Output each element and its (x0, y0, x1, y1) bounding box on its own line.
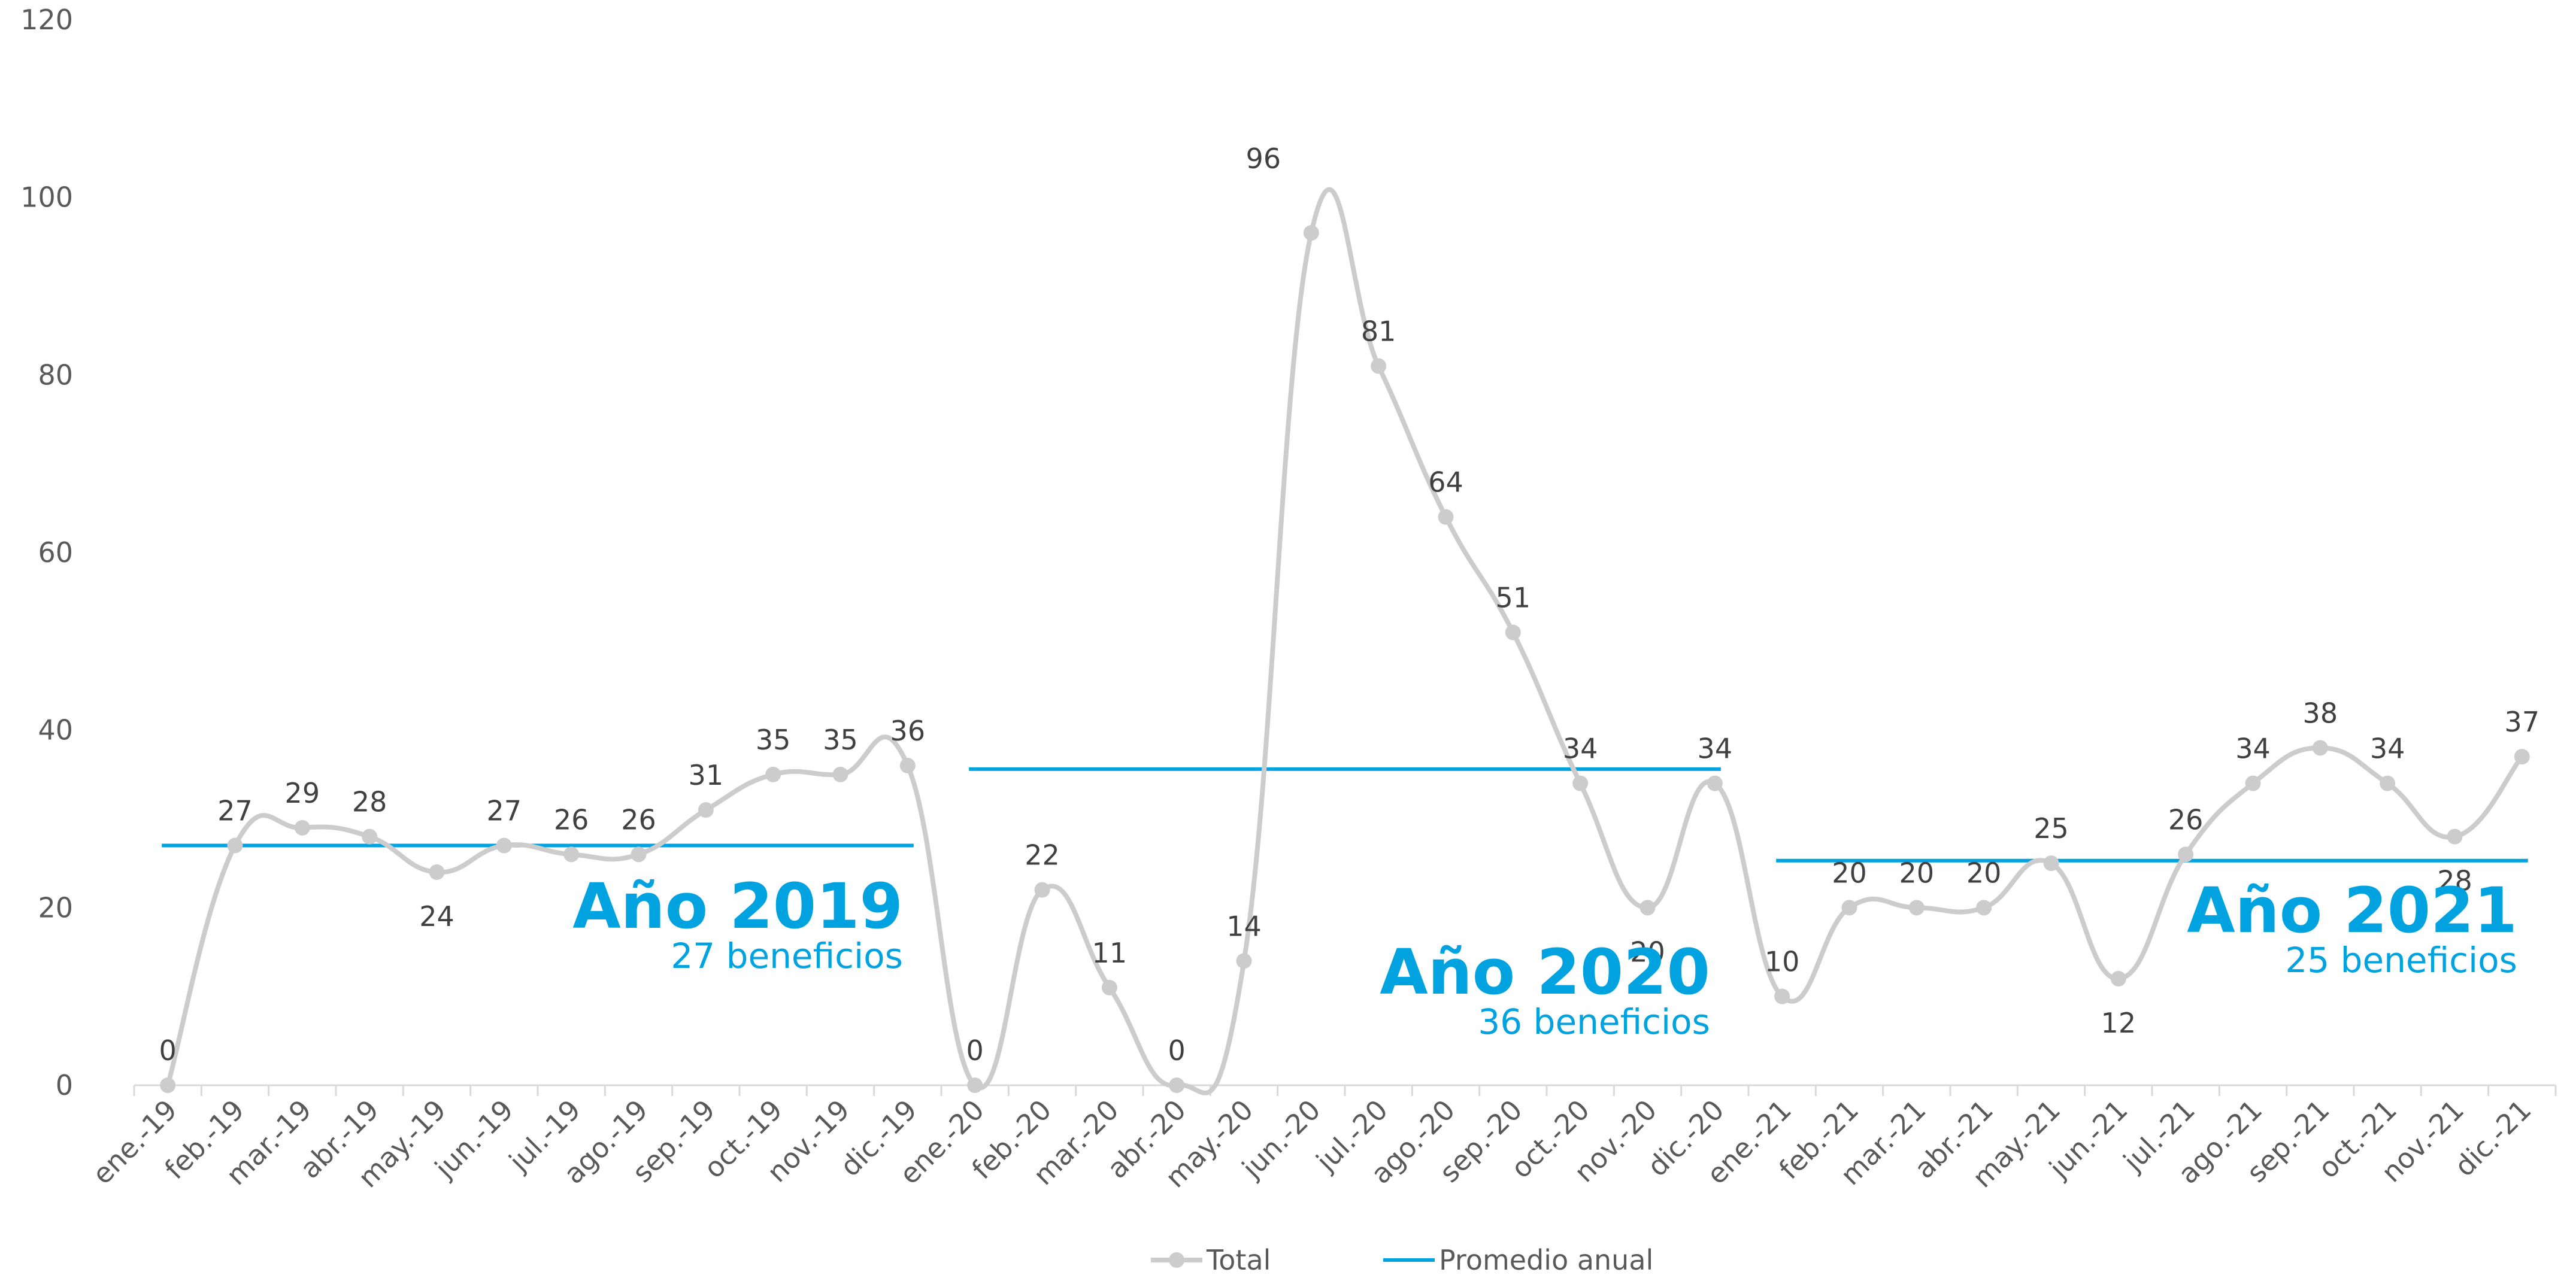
data-label: 64 (1428, 466, 1463, 499)
data-label: 22 (1025, 839, 1060, 872)
data-label: 25 (2033, 812, 2069, 845)
data-label: 20 (1630, 936, 1665, 968)
data-label: 0 (966, 1034, 984, 1067)
data-point (2178, 846, 2194, 863)
data-label: 28 (352, 786, 387, 818)
data-label: 27 (487, 795, 522, 827)
data-point (2312, 740, 2328, 756)
data-label: 14 (1226, 910, 1262, 942)
total-line-path (165, 187, 2525, 1095)
data-point (1034, 882, 1050, 898)
x-tick-label: ene.-19 (86, 1094, 183, 1191)
data-label: 36 (890, 715, 926, 747)
total-series (160, 187, 2530, 1095)
data-label: 26 (554, 803, 589, 836)
y-axis: 0 20 40 60 80 100 120 (20, 4, 73, 1101)
data-point (362, 828, 378, 845)
data-point (2514, 749, 2530, 765)
data-point (1236, 953, 1252, 969)
data-label: 81 (1361, 315, 1396, 348)
data-label: 20 (1966, 857, 2002, 889)
data-point (2380, 775, 2396, 791)
data-label: 38 (2303, 697, 2338, 729)
year-title: Año 2020 (1380, 936, 1710, 1009)
y-tick-label: 100 (20, 181, 73, 214)
y-tick-label: 80 (38, 359, 73, 391)
data-point (227, 837, 243, 854)
data-point (1976, 900, 1992, 916)
data-point (1101, 979, 1117, 995)
y-tick-label: 40 (38, 714, 73, 746)
legend: Total Promedio anual (1151, 1244, 1653, 1275)
data-label: 20 (1899, 857, 1935, 889)
data-point (1841, 900, 1857, 916)
data-point (1707, 775, 1723, 791)
data-label: 35 (823, 724, 858, 756)
data-point (1774, 988, 1790, 1004)
data-label: 11 (1092, 937, 1128, 969)
year-subtitle: 27 beneficios (671, 936, 902, 976)
data-point (1371, 358, 1387, 374)
data-point (1303, 225, 1319, 241)
data-point (294, 819, 310, 836)
x-axis: ene.-19feb.-19mar.-19abr.-19may.-19jun.-… (86, 1084, 2557, 1194)
year-subtitle: 36 beneficios (1478, 1001, 1710, 1042)
data-label: 0 (1168, 1034, 1186, 1067)
data-point (1572, 775, 1589, 791)
data-label: 12 (2101, 1007, 2136, 1039)
data-label: 34 (2235, 733, 2271, 765)
data-label: 35 (756, 724, 791, 756)
data-point (2043, 855, 2059, 872)
data-point (2110, 971, 2126, 986)
year-title: Año 2019 (572, 870, 903, 943)
data-label: 34 (1698, 733, 1733, 765)
data-label: 26 (2168, 803, 2204, 836)
data-point (429, 864, 445, 880)
legend-total-marker (1169, 1252, 1184, 1268)
data-point (967, 1077, 983, 1093)
data-label: 37 (2505, 706, 2540, 738)
y-tick-label: 0 (56, 1069, 73, 1101)
data-label: 96 (1246, 142, 1281, 175)
data-point (899, 758, 916, 773)
year-subtitle: 25 beneficios (2285, 940, 2517, 980)
data-label: 0 (159, 1034, 177, 1067)
data-label: 24 (419, 900, 454, 933)
data-label: 27 (217, 795, 253, 827)
y-tick-label: 120 (20, 4, 73, 36)
data-point (1639, 900, 1656, 916)
data-point (631, 846, 647, 863)
data-point (765, 766, 781, 782)
data-point (1438, 509, 1454, 525)
y-tick-label: 60 (38, 536, 73, 569)
legend-total-label: Total (1206, 1244, 1271, 1275)
legend-average-label: Promedio anual (1439, 1244, 1653, 1275)
data-label: 26 (621, 803, 656, 836)
data-point (1908, 900, 1925, 916)
data-label: 20 (1832, 857, 1867, 889)
data-point (563, 846, 580, 863)
data-label: 34 (1563, 733, 1598, 765)
x-tick-label: dic.-21 (2448, 1094, 2537, 1183)
year-title: Año 2021 (2187, 874, 2517, 947)
data-point (698, 802, 714, 818)
data-point (496, 837, 512, 854)
data-label: 28 (2437, 865, 2472, 897)
data-label: 29 (285, 777, 320, 809)
data-label: 10 (1765, 946, 1800, 978)
data-label: 31 (689, 759, 724, 791)
data-point (2447, 828, 2463, 845)
data-labels: 0 27 29 28 24 27 26 26 31 35 35 36 0 22 11 0 14 96 81 64 51 3… (159, 142, 2540, 1067)
data-point (1505, 624, 1521, 640)
data-point (832, 766, 848, 782)
data-point (1169, 1077, 1185, 1093)
data-label: 34 (2370, 733, 2405, 765)
data-point (160, 1077, 176, 1093)
data-point (2245, 775, 2261, 791)
data-label: 51 (1496, 582, 1531, 614)
y-tick-label: 20 (38, 891, 73, 924)
